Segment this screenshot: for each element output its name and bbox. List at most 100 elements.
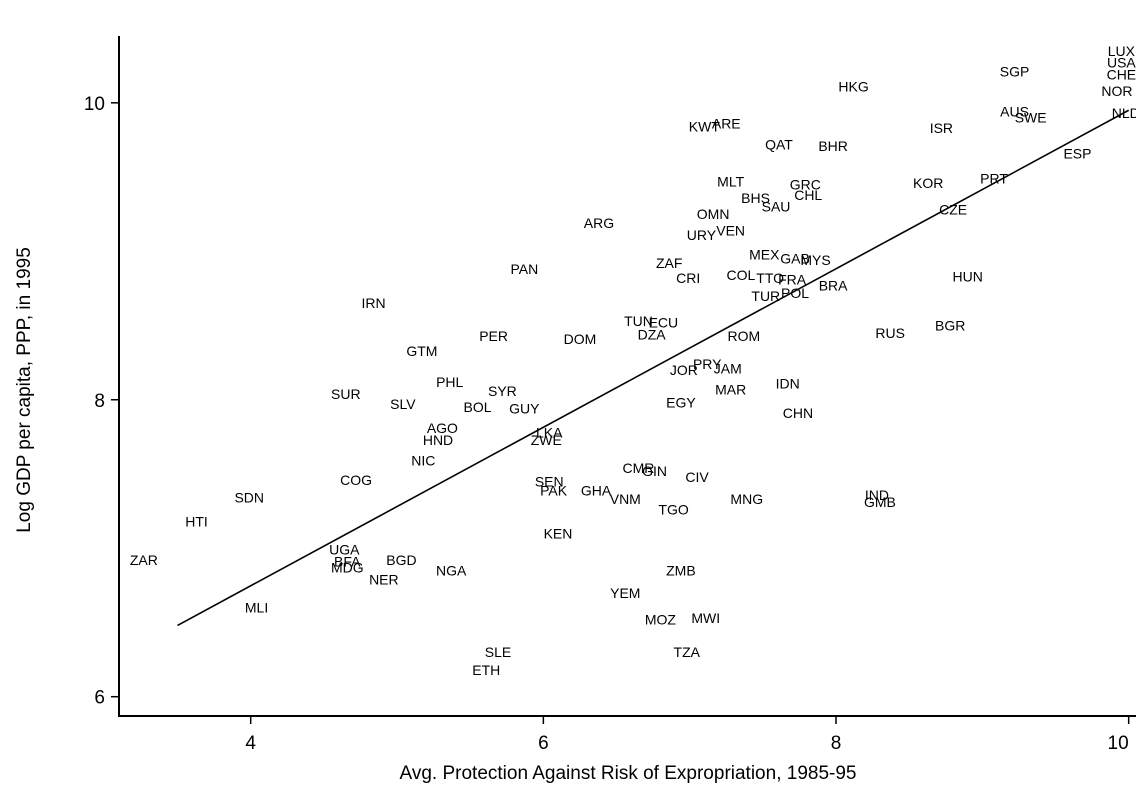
data-point-arg: ARG <box>584 215 614 231</box>
data-point-usa: USA <box>1107 55 1136 71</box>
data-point-bra: BRA <box>819 277 848 293</box>
data-point-rus: RUS <box>875 325 905 341</box>
y-tick-label: 8 <box>94 391 105 412</box>
x-tick-label: 10 <box>1108 733 1129 754</box>
fitted-regression-line <box>177 109 1130 627</box>
data-point-zaf: ZAF <box>656 255 682 271</box>
data-point-bol: BOL <box>464 399 492 415</box>
data-point-lux: LUX <box>1108 43 1136 59</box>
data-point-mdg: MDG <box>331 560 364 576</box>
data-point-bfa: BFA <box>334 554 361 570</box>
data-point-ken: KEN <box>544 525 573 541</box>
data-point-sgp: SGP <box>1000 64 1030 80</box>
data-point-tza: TZA <box>674 644 701 660</box>
x-tick-label: 8 <box>831 733 842 754</box>
data-point-mar: MAR <box>715 381 746 397</box>
data-point-syr: SYR <box>488 383 517 399</box>
x-tick-label: 4 <box>245 733 256 754</box>
data-point-guy: GUY <box>509 401 540 417</box>
data-point-ven: VEN <box>716 222 745 238</box>
data-point-col: COL <box>727 267 756 283</box>
data-point-mli: MLI <box>245 600 268 616</box>
data-point-phl: PHL <box>436 374 463 390</box>
data-point-tun: TUN <box>624 313 653 329</box>
data-point-jam: JAM <box>714 361 742 377</box>
data-point-ecu: ECU <box>649 315 679 331</box>
data-point-dom: DOM <box>564 331 597 347</box>
data-point-egy: EGY <box>666 395 696 411</box>
y-tick-label: 10 <box>84 94 105 115</box>
data-point-are: ARE <box>712 116 741 132</box>
data-point-sdn: SDN <box>234 490 264 506</box>
data-point-hti: HTI <box>185 514 208 530</box>
data-point-kwt: KWT <box>689 119 721 135</box>
data-point-esp: ESP <box>1063 145 1091 161</box>
data-point-ago: AGO <box>427 420 458 436</box>
data-point-isr: ISR <box>930 120 953 136</box>
data-point-gmb: GMB <box>864 494 896 510</box>
data-point-sen: SEN <box>535 473 564 489</box>
data-point-ind: IND <box>865 487 889 503</box>
data-point-zar: ZAR <box>130 552 158 568</box>
data-point-tto: TTO <box>756 270 784 286</box>
data-point-zwe: ZWE <box>531 432 562 448</box>
data-point-sur: SUR <box>331 386 361 402</box>
data-point-pan: PAN <box>510 261 538 277</box>
data-point-pak: PAK <box>540 482 568 498</box>
data-point-tur: TUR <box>751 288 780 304</box>
y-axis-ticks: 6 8 10 <box>84 94 119 709</box>
data-point-cmr: CMR <box>623 460 655 476</box>
data-point-pry: PRY <box>693 356 722 372</box>
data-point-nld: NLD <box>1112 105 1136 121</box>
data-point-fra: FRA <box>778 271 807 287</box>
data-point-tgo: TGO <box>658 502 688 518</box>
data-point-vnm: VNM <box>610 491 641 507</box>
data-point-hun: HUN <box>953 269 983 285</box>
data-point-yem: YEM <box>610 585 640 601</box>
data-point-hnd: HND <box>423 432 453 448</box>
data-point-rom: ROM <box>727 328 760 344</box>
data-point-pol: POL <box>781 285 809 301</box>
data-point-ury: URY <box>687 227 717 243</box>
x-axis-title: Avg. Protection Against Risk of Expropri… <box>400 763 857 784</box>
data-point-uga: UGA <box>329 542 360 558</box>
data-point-bgd: BGD <box>386 552 416 568</box>
data-point-cri: CRI <box>676 270 700 286</box>
data-point-nor: NOR <box>1101 83 1132 99</box>
data-point-chl: CHL <box>794 187 822 203</box>
data-point-prt: PRT <box>980 171 1008 187</box>
x-tick-label: 6 <box>538 733 549 754</box>
data-point-jor: JOR <box>670 362 698 378</box>
data-point-aus: AUS <box>1000 104 1029 120</box>
data-point-mex: MEX <box>749 246 780 262</box>
data-point-per: PER <box>479 328 508 344</box>
data-point-lka: LKA <box>536 424 563 440</box>
data-point-mlt: MLT <box>717 174 744 190</box>
data-point-civ: CIV <box>685 469 709 485</box>
data-point-irn: IRN <box>362 295 386 311</box>
data-point-nic: NIC <box>411 453 435 469</box>
data-point-idn: IDN <box>776 375 800 391</box>
data-point-chn: CHN <box>783 405 813 421</box>
data-point-mng: MNG <box>730 491 763 507</box>
data-point-eth: ETH <box>472 662 500 678</box>
data-point-mys: MYS <box>800 252 830 268</box>
data-point-qat: QAT <box>765 136 793 152</box>
data-point-gtm: GTM <box>406 343 437 359</box>
data-point-gab: GAB <box>780 251 810 267</box>
data-point-bhr: BHR <box>818 138 848 154</box>
data-point-kor: KOR <box>913 175 943 191</box>
data-point-sle: SLE <box>485 644 511 660</box>
data-point-gha: GHA <box>581 482 612 498</box>
data-point-gin: GIN <box>642 463 667 479</box>
data-point-swe: SWE <box>1015 110 1047 126</box>
data-point-omn: OMN <box>697 206 730 222</box>
data-point-zmb: ZMB <box>666 562 696 578</box>
y-tick-label: 6 <box>94 688 105 709</box>
data-point-grc: GRC <box>790 176 821 192</box>
data-point-bgr: BGR <box>935 318 965 334</box>
data-point-slv: SLV <box>390 396 416 412</box>
